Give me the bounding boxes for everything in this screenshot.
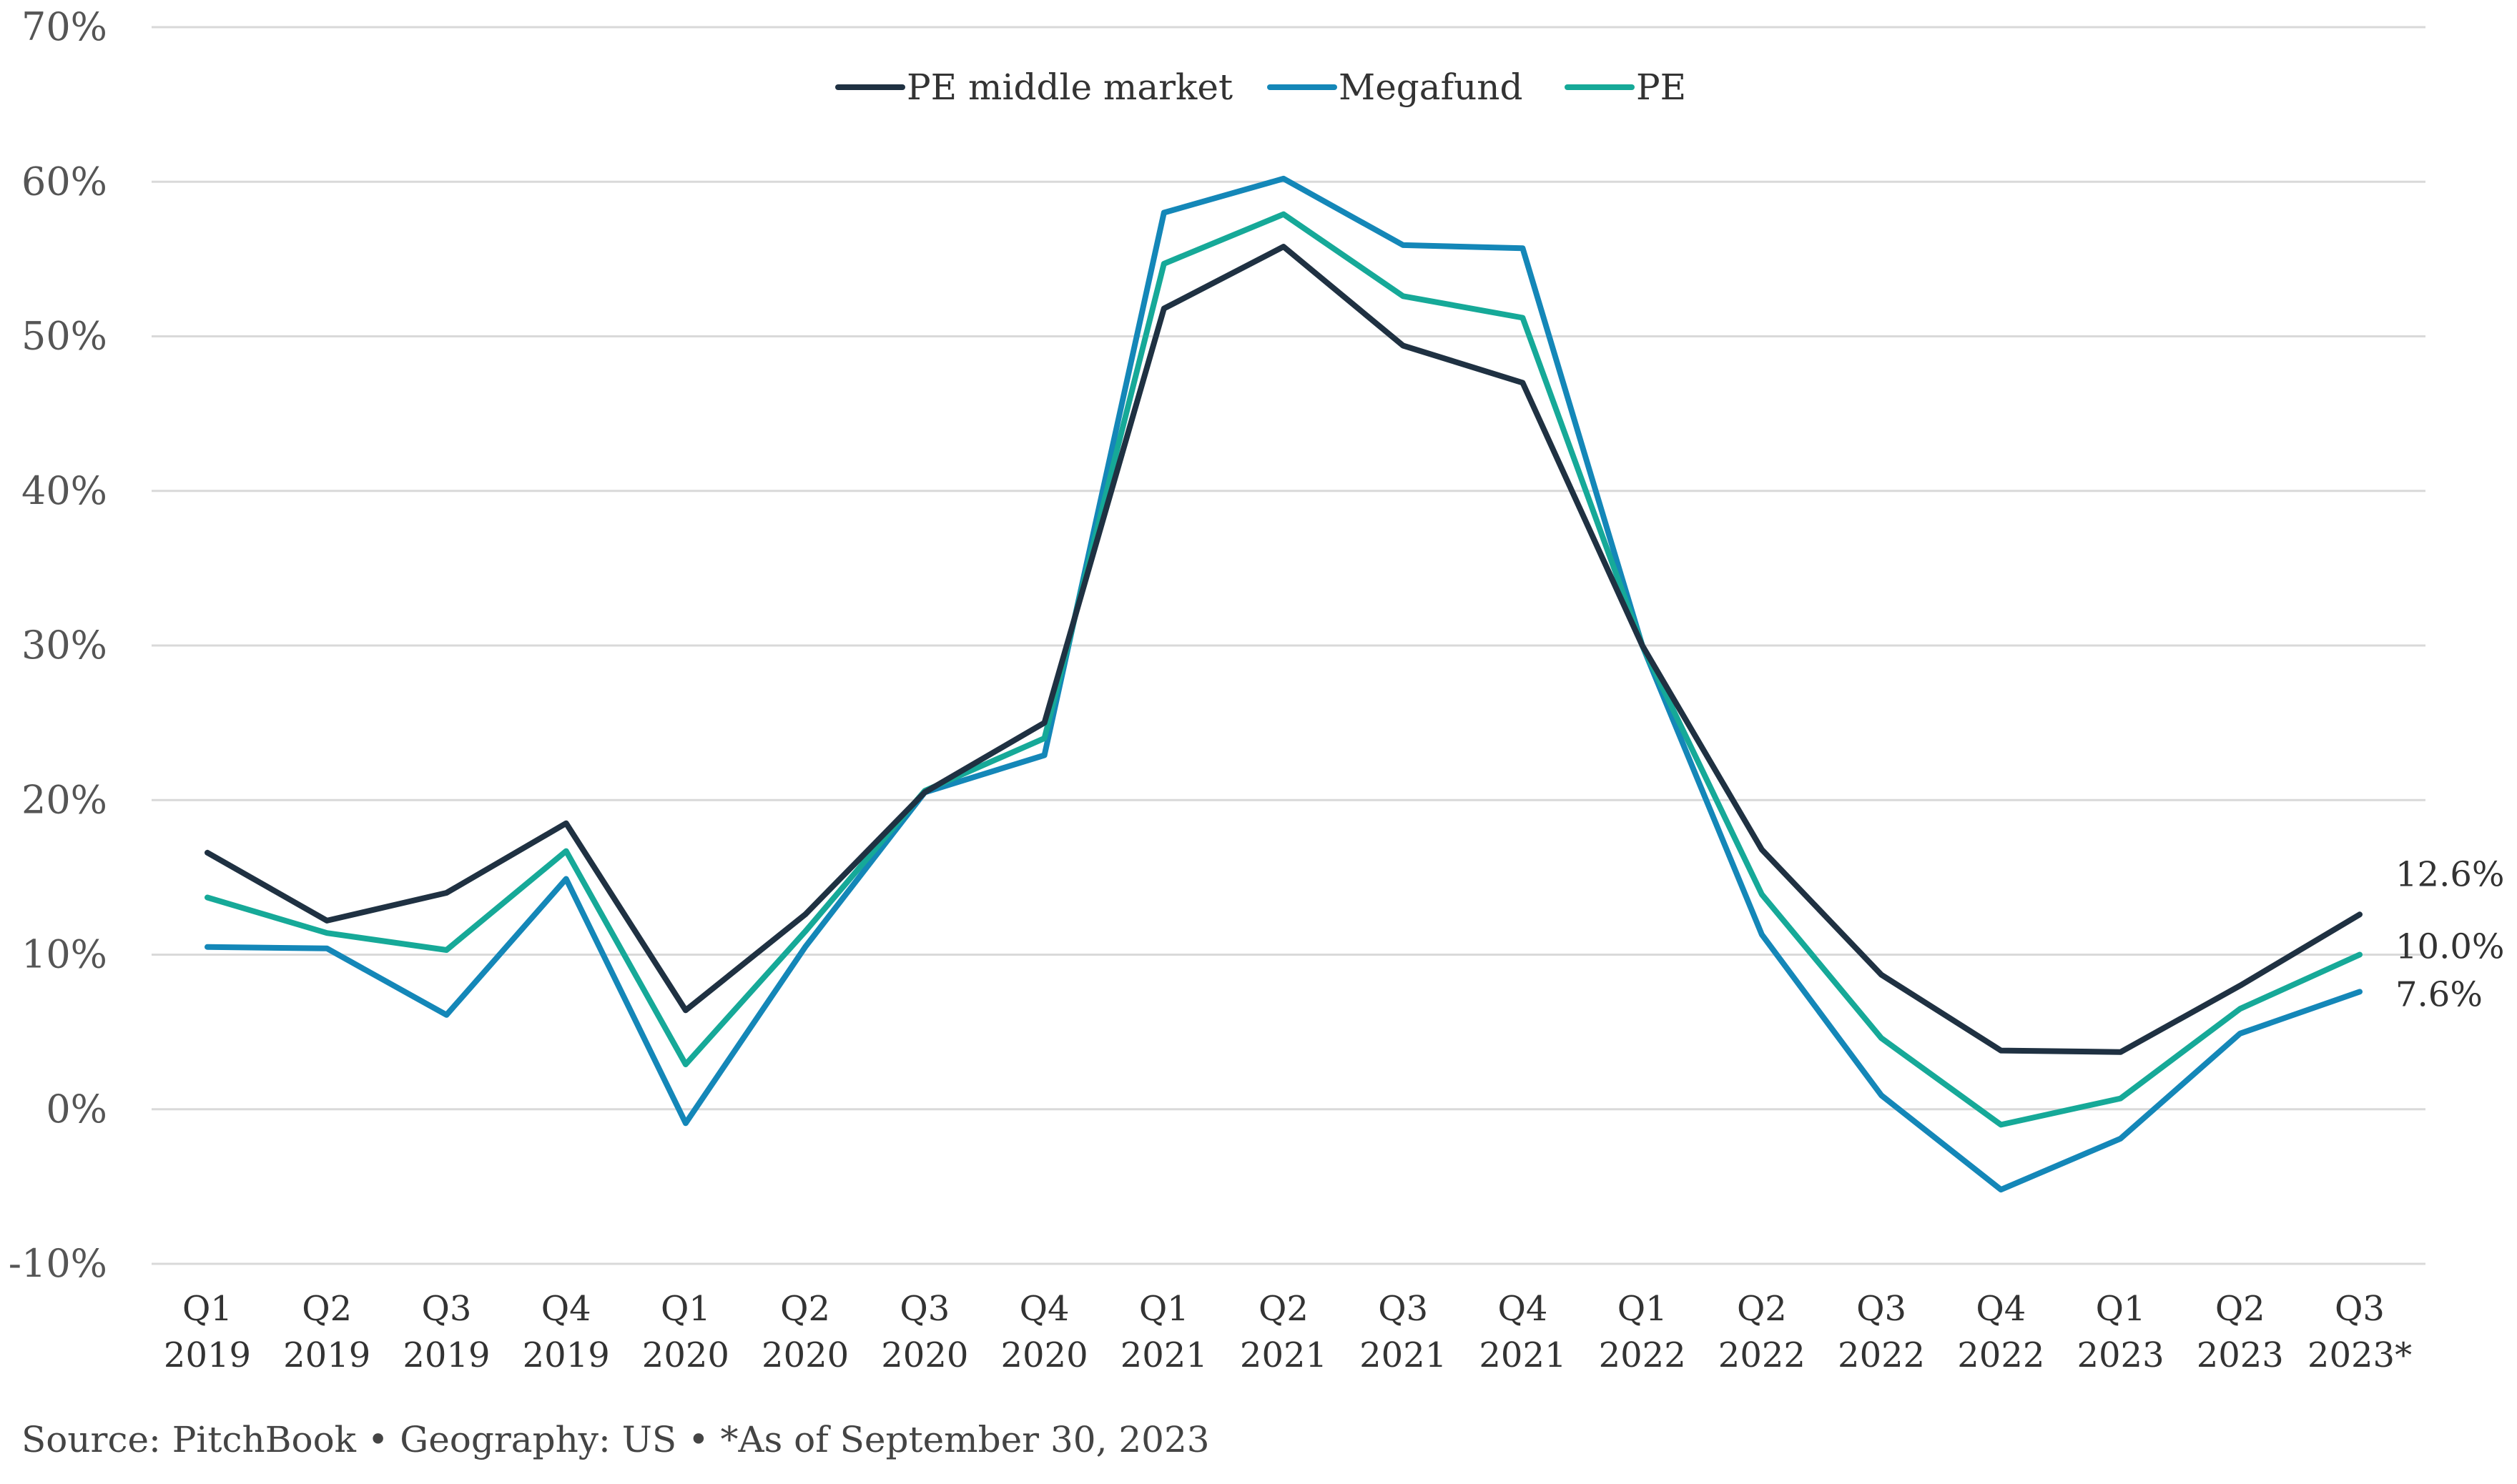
end-label: 12.6% xyxy=(2395,854,2504,894)
y-tick-label: 50% xyxy=(21,314,107,359)
y-axis: -10% 0% 10% 20% 30% 40% 50% 60% 70% xyxy=(9,4,107,1286)
legend-label: PE xyxy=(1636,66,1686,108)
x-axis: Q1 2019 Q2 2019 Q3 2019 Q4 2019 Q1 2020 Q2 2020 Q3 20… xyxy=(164,1289,2412,1375)
series-line-pe-middle-market xyxy=(205,244,2363,1055)
x-tick-quarter: Q3 xyxy=(2335,1289,2385,1329)
y-tick-label: 70% xyxy=(21,4,107,49)
x-tick-year: 2020 xyxy=(881,1335,968,1375)
x-tick-year: 2022 xyxy=(1599,1335,1686,1375)
x-tick-quarter: Q3 xyxy=(1378,1289,1428,1329)
x-tick-year: 2023 xyxy=(2197,1335,2284,1375)
x-tick-year: 2022 xyxy=(1838,1335,1925,1375)
x-tick-quarter: Q4 xyxy=(541,1289,591,1329)
y-tick-label: 30% xyxy=(21,623,107,668)
gridlines xyxy=(152,26,2425,1265)
end-labels: 12.6% 7.6% 10.0% xyxy=(2395,854,2504,1014)
x-tick-quarter: Q3 xyxy=(900,1289,950,1329)
x-tick-quarter: Q3 xyxy=(421,1289,471,1329)
x-tick-year: 2019 xyxy=(523,1335,610,1375)
x-tick-quarter: Q3 xyxy=(1856,1289,1906,1329)
series-lines xyxy=(205,175,2363,1193)
x-tick-quarter: Q2 xyxy=(1737,1289,1787,1329)
end-label: 10.0% xyxy=(2395,927,2504,967)
x-tick-quarter: Q4 xyxy=(1020,1289,1070,1329)
y-tick-label: 0% xyxy=(46,1087,107,1132)
x-tick-quarter: Q2 xyxy=(1258,1289,1309,1329)
x-tick-year: 2019 xyxy=(403,1335,490,1375)
x-tick-year: 2021 xyxy=(1240,1335,1327,1375)
y-tick-label: 10% xyxy=(21,932,107,977)
x-tick-quarter: Q1 xyxy=(661,1289,711,1329)
x-tick-quarter: Q2 xyxy=(2215,1289,2265,1329)
x-tick-year: 2019 xyxy=(283,1335,370,1375)
x-tick-year: 2022 xyxy=(1718,1335,1806,1375)
x-tick-year: 2023* xyxy=(2307,1335,2412,1375)
y-tick-label: 60% xyxy=(21,159,107,204)
y-tick-label: 20% xyxy=(21,777,107,822)
x-tick-year: 2020 xyxy=(642,1335,729,1375)
x-tick-year: 2019 xyxy=(164,1335,251,1375)
x-tick-year: 2020 xyxy=(762,1335,849,1375)
x-tick-quarter: Q1 xyxy=(1139,1289,1189,1329)
x-tick-year: 2021 xyxy=(1359,1335,1447,1375)
legend-label: PE middle market xyxy=(907,66,1233,108)
x-tick-quarter: Q1 xyxy=(1617,1289,1668,1329)
legend: PE middle market Megafund PE xyxy=(835,66,1686,108)
x-tick-year: 2021 xyxy=(1120,1335,1208,1375)
x-tick-year: 2022 xyxy=(1957,1335,2044,1375)
series-line-megafund xyxy=(205,175,2363,1193)
series-line-pe xyxy=(205,211,2363,1128)
x-tick-quarter: Q2 xyxy=(780,1289,830,1329)
x-tick-quarter: Q4 xyxy=(1976,1289,2026,1329)
source-note: Source: PitchBook • Geography: US • *As … xyxy=(21,1419,1210,1460)
x-tick-quarter: Q1 xyxy=(2096,1289,2146,1329)
x-tick-quarter: Q1 xyxy=(182,1289,232,1329)
x-tick-year: 2021 xyxy=(1479,1335,1566,1375)
x-tick-quarter: Q2 xyxy=(302,1289,352,1329)
y-tick-label: -10% xyxy=(9,1241,107,1286)
x-tick-quarter: Q4 xyxy=(1497,1289,1547,1329)
legend-label: Megafund xyxy=(1339,66,1523,108)
end-label: 7.6% xyxy=(2395,974,2483,1014)
y-tick-label: 40% xyxy=(21,468,107,513)
x-tick-year: 2023 xyxy=(2077,1335,2164,1375)
x-tick-year: 2020 xyxy=(1000,1335,1088,1375)
